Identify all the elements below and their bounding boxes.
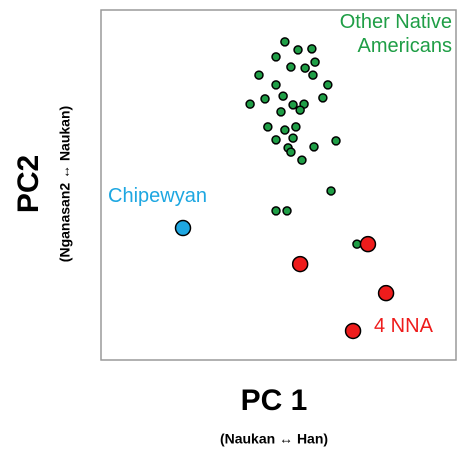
x-axis-subtitle: (Naukan ↔ Han) (220, 431, 328, 447)
point (271, 52, 281, 62)
point (326, 186, 336, 196)
y-axis-subtitle: (Nganasan2 ↔ Naukan) (57, 106, 73, 262)
point (307, 44, 317, 54)
x-axis-title: PC 1 (241, 384, 308, 417)
point (280, 125, 290, 135)
point (271, 206, 281, 216)
series-label: Other Native Americans (339, 11, 452, 57)
point (286, 147, 296, 157)
point (318, 93, 328, 103)
series-label: Chipewyan (108, 185, 207, 207)
point (331, 136, 341, 146)
point (309, 142, 319, 152)
point (377, 284, 395, 302)
point (260, 94, 270, 104)
point (245, 99, 255, 109)
point (293, 45, 303, 55)
point (308, 70, 318, 80)
point (288, 100, 298, 110)
point (286, 62, 296, 72)
point (263, 122, 273, 132)
point (271, 80, 281, 90)
point (291, 255, 309, 273)
point (323, 80, 333, 90)
point (278, 91, 288, 101)
point (174, 219, 192, 237)
point (288, 133, 298, 143)
point (359, 235, 377, 253)
point (297, 155, 307, 165)
point (344, 322, 362, 340)
point (295, 105, 305, 115)
point (300, 63, 310, 73)
series-label: 4 NNA (374, 315, 433, 337)
point (271, 135, 281, 145)
plot-frame (100, 9, 457, 361)
point (310, 57, 320, 67)
y-axis-title: PC2 (12, 155, 45, 213)
point (282, 206, 292, 216)
point (280, 37, 290, 47)
point (254, 70, 264, 80)
point (276, 107, 286, 117)
point (291, 122, 301, 132)
